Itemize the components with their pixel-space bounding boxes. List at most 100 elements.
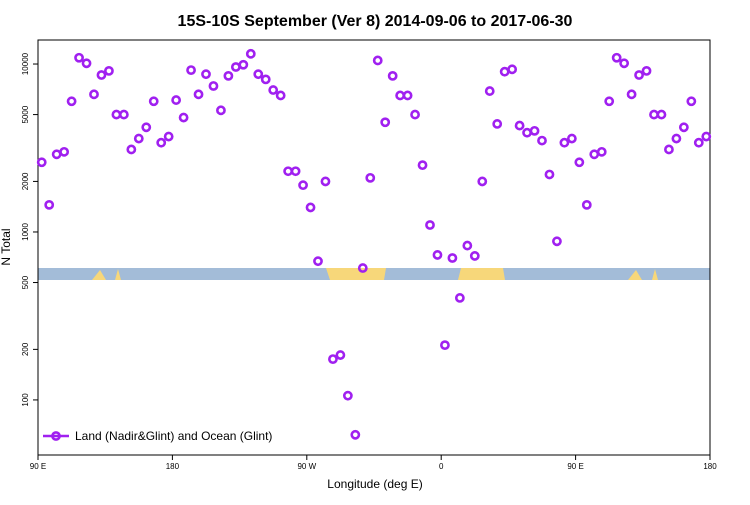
point bbox=[171, 95, 182, 105]
point bbox=[81, 58, 92, 69]
point bbox=[74, 52, 84, 63]
point bbox=[298, 180, 308, 191]
y-tick-label: 2000 bbox=[21, 172, 30, 190]
point bbox=[59, 146, 70, 157]
point bbox=[66, 96, 77, 107]
point bbox=[477, 176, 488, 187]
point bbox=[454, 293, 465, 303]
point bbox=[484, 86, 495, 96]
chart-title: 15S-10S September (Ver 8) 2014-09-06 to … bbox=[178, 13, 573, 30]
point bbox=[514, 120, 525, 131]
point bbox=[104, 65, 114, 76]
point bbox=[201, 69, 211, 80]
point bbox=[216, 105, 226, 116]
point bbox=[529, 125, 540, 136]
point bbox=[440, 340, 450, 351]
point bbox=[537, 135, 547, 146]
point bbox=[574, 157, 585, 168]
point bbox=[634, 70, 644, 80]
point bbox=[462, 240, 473, 251]
point bbox=[141, 122, 152, 133]
point bbox=[96, 70, 107, 80]
x-tick-label: 180 bbox=[166, 462, 180, 471]
point bbox=[656, 109, 667, 120]
point bbox=[387, 70, 398, 81]
point bbox=[357, 263, 368, 273]
point bbox=[693, 137, 704, 148]
y-tick-label: 5000 bbox=[21, 105, 30, 123]
y-tick-label: 200 bbox=[21, 342, 30, 356]
map-strip bbox=[38, 268, 710, 280]
point bbox=[581, 199, 592, 210]
land-strip bbox=[628, 269, 658, 280]
point bbox=[163, 131, 174, 142]
point bbox=[380, 117, 391, 128]
point bbox=[559, 137, 570, 148]
point bbox=[552, 236, 562, 247]
point bbox=[223, 70, 234, 81]
point bbox=[313, 256, 323, 267]
point bbox=[701, 131, 712, 142]
y-tick-label: 500 bbox=[21, 275, 30, 289]
point bbox=[253, 69, 264, 80]
point bbox=[641, 65, 652, 76]
point bbox=[208, 81, 219, 91]
point bbox=[342, 390, 353, 401]
point bbox=[178, 112, 189, 123]
x-axis-label: Longitude (deg E) bbox=[327, 477, 422, 491]
point bbox=[89, 89, 99, 100]
land-strip bbox=[458, 268, 505, 280]
point bbox=[671, 133, 682, 144]
point bbox=[335, 350, 346, 360]
y-axis-label: N Total bbox=[0, 228, 13, 265]
point bbox=[238, 59, 249, 70]
point bbox=[268, 85, 279, 95]
x-tick-label: 90 W bbox=[297, 462, 316, 471]
point bbox=[193, 89, 204, 100]
point bbox=[372, 55, 383, 66]
point bbox=[350, 429, 361, 440]
point bbox=[275, 90, 286, 101]
point bbox=[290, 166, 301, 177]
land-strip bbox=[92, 269, 121, 280]
x-tick-label: 90 E bbox=[30, 462, 46, 471]
x-tick-label: 180 bbox=[703, 462, 717, 471]
point bbox=[664, 144, 674, 155]
point bbox=[425, 220, 435, 230]
point bbox=[402, 90, 413, 101]
y-tick-label: 10000 bbox=[21, 52, 30, 75]
point bbox=[678, 122, 689, 133]
point bbox=[328, 354, 338, 365]
point bbox=[36, 157, 47, 168]
legend-label: Land (Nadir&Glint) and Ocean (Glint) bbox=[75, 429, 272, 443]
land-strip bbox=[326, 268, 386, 280]
point bbox=[544, 169, 555, 180]
point bbox=[417, 160, 428, 171]
point bbox=[260, 74, 271, 85]
x-tick-label: 0 bbox=[439, 462, 444, 471]
point bbox=[507, 64, 518, 75]
x-tick-label: 90 E bbox=[567, 462, 583, 471]
point bbox=[133, 133, 144, 144]
point bbox=[469, 251, 480, 261]
legend-marker bbox=[51, 431, 61, 441]
point bbox=[596, 146, 607, 157]
point bbox=[619, 58, 630, 69]
point bbox=[447, 253, 458, 263]
point bbox=[566, 133, 577, 144]
point bbox=[492, 119, 503, 129]
point bbox=[245, 48, 256, 59]
point bbox=[186, 65, 196, 76]
point bbox=[432, 250, 443, 260]
point bbox=[604, 96, 615, 107]
point bbox=[156, 137, 167, 148]
point bbox=[126, 144, 137, 155]
point bbox=[148, 96, 159, 107]
point bbox=[626, 89, 637, 100]
point bbox=[305, 202, 316, 213]
point bbox=[320, 176, 331, 187]
point bbox=[44, 199, 55, 210]
point bbox=[118, 109, 129, 120]
point bbox=[410, 109, 420, 120]
